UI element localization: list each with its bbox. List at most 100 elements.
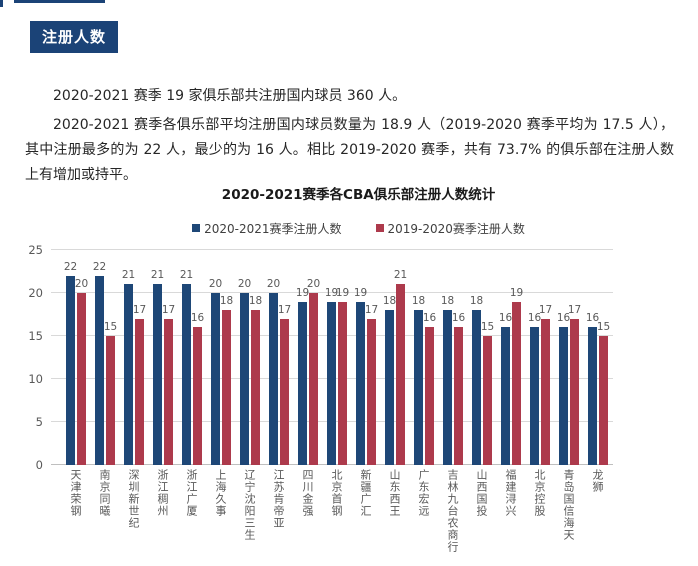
bar-value-label: 17: [567, 303, 582, 316]
x-axis-label-slot: 辽宁沈阳三生: [235, 469, 264, 553]
bar-2020-2021: [182, 284, 191, 465]
x-axis-label-slot: 江苏肯帝亚: [264, 469, 293, 553]
bar-group: 16 17: [554, 250, 583, 465]
bar-value-label: 18: [382, 295, 397, 308]
bar-value-label: 18: [219, 295, 234, 308]
paragraph-average-registered: 2020-2021 赛季各俱乐部平均注册国内球员数量为 18.9 人（2019-…: [25, 117, 674, 183]
x-axis-club-label: 山东西王: [388, 469, 401, 517]
bar-2019-2020: [280, 318, 289, 465]
bar-value-label: 21: [121, 269, 136, 282]
bar-value-label: 20: [208, 278, 223, 290]
x-axis-label-slot: 深圳新世纪: [119, 469, 148, 553]
bar-value-label: 16: [190, 312, 205, 325]
bar-2019-2020: [222, 310, 231, 465]
x-axis-label-slot: 南京同曦: [90, 469, 119, 553]
x-axis-club-label: 天津荣钢: [69, 469, 82, 517]
plot-area-wrap: 0 5 10 15 20 25 22 20 22 15 21 17 21 17 21 16 20 18 20 18 2…: [6, 244, 666, 471]
bar-value-label: 19: [335, 286, 350, 299]
bar-value-label: 17: [538, 303, 553, 316]
bar-value-label: 21: [150, 269, 165, 282]
y-axis-tick-label: 0: [35, 458, 43, 472]
bar-2019-2020: [599, 336, 608, 465]
bar-group: 18 21: [380, 250, 409, 465]
x-axis-label-slot: 天津荣钢: [61, 469, 90, 553]
bar-value-label: 18: [411, 295, 426, 308]
bar-value-label: 21: [179, 269, 194, 282]
paragraph-total-registered: 2020-2021 赛季 19 家俱乐部共注册国内球员 360 人。: [53, 88, 407, 104]
bar-value-label: 16: [451, 312, 466, 325]
bar-2019-2020: [77, 293, 86, 465]
bar-group: 20 18: [206, 250, 235, 465]
legend-label-2019-2020: 2019-2020赛季注册人数: [387, 221, 525, 236]
bar-2020-2021: [240, 293, 249, 465]
x-axis-label-slot: 龙狮: [583, 469, 612, 553]
bar-group: 16 17: [525, 250, 554, 465]
bar-value-label: 16: [585, 312, 600, 325]
bar-2019-2020: [454, 327, 463, 465]
registration-bar-chart: 2020-2021赛季各CBA俱乐部注册人数统计 2020-2021赛季注册人数…: [6, 186, 666, 553]
x-axis-club-label: 四川金强: [301, 469, 314, 517]
bar-value-label: 17: [364, 303, 379, 316]
bar-value-label: 20: [237, 278, 252, 290]
bar-groups: 22 20 22 15 21 17 21 17 21 16 20 18 20 18 20 17 19 20 19 19…: [51, 250, 612, 465]
x-axis-club-label: 浙江广厦: [185, 469, 198, 517]
bar-group: 16 19: [496, 250, 525, 465]
bar-value-label: 18: [440, 295, 455, 308]
bar-group: 22 15: [90, 250, 119, 465]
bar-value-label: 17: [161, 303, 176, 316]
x-axis-labels: 天津荣钢 南京同曦 深圳新世纪 浙江稠州 浙江广厦 上海久事 辽宁沈阳三生 江苏肯帝亚 四川金强…: [51, 469, 666, 553]
bar-group: 21 16: [177, 250, 206, 465]
bar-value-label: 19: [295, 286, 310, 299]
gridline: [51, 249, 613, 250]
plot-area: 22 20 22 15 21 17 21 17 21 16 20 18 20 18 20 17 19 20 19 19…: [51, 249, 613, 465]
legend-swatch-2020-2021: [192, 224, 201, 232]
x-axis-label-slot: 北京控股: [525, 469, 554, 553]
y-axis-tick-label: 20: [28, 286, 43, 300]
bar-group: 16 15: [583, 250, 612, 465]
bar-2019-2020: [106, 336, 115, 465]
chart-title: 2020-2021赛季各CBA俱乐部注册人数统计: [221, 187, 496, 203]
bar-2019-2020: [309, 293, 318, 465]
x-axis-club-label: 南京同曦: [98, 469, 111, 517]
bar-2020-2021: [269, 293, 278, 465]
legend-swatch-2019-2020: [375, 224, 384, 232]
x-axis-club-label: 辽宁沈阳三生: [243, 469, 256, 541]
bar-value-label: 20: [74, 278, 89, 290]
x-axis-club-label: 青岛国信海天: [562, 469, 575, 541]
bar-2019-2020: [367, 318, 376, 465]
bar-2020-2021: [385, 310, 394, 465]
x-axis-label-slot: 山西国投: [467, 469, 496, 553]
bar-value-label: 21: [393, 269, 408, 282]
bar-2020-2021: [95, 275, 104, 465]
bar-2019-2020: [570, 318, 579, 465]
x-axis-label-slot: 四川金强: [293, 469, 322, 553]
x-axis-club-label: 龙狮: [591, 469, 604, 493]
x-axis-label-slot: 吉林九台农商行: [438, 469, 467, 553]
bar-2020-2021: [443, 310, 452, 465]
bar-group: 18 15: [467, 250, 496, 465]
bar-2019-2020: [251, 310, 260, 465]
bar-value-label: 15: [596, 321, 611, 333]
chart-legend: 2020-2021赛季注册人数 2019-2020赛季注册人数: [6, 220, 666, 236]
y-axis-tick-label: 25: [28, 243, 43, 257]
bar-value-label: 15: [480, 321, 495, 333]
x-axis-club-label: 新疆广汇: [359, 469, 372, 517]
bar-value-label: 16: [556, 312, 571, 325]
bar-value-label: 16: [498, 312, 513, 325]
bar-value-label: 20: [306, 278, 321, 290]
bar-value-label: 17: [132, 303, 147, 316]
legend-item-2020-2021: 2020-2021赛季注册人数: [192, 220, 342, 237]
bar-value-label: 19: [324, 286, 339, 299]
x-axis-label-slot: 青岛国信海天: [554, 469, 583, 553]
partial-left-edge-mark: [0, 0, 3, 7]
bar-value-label: 15: [103, 321, 118, 333]
legend-label-2020-2021: 2020-2021赛季注册人数: [204, 221, 342, 236]
y-axis: 0 5 10 15 20 25: [6, 244, 51, 471]
bar-2020-2021: [588, 327, 597, 465]
x-axis-label-slot: 浙江稠州: [148, 469, 177, 553]
bar-value-label: 16: [527, 312, 542, 325]
bar-2020-2021: [66, 275, 75, 465]
bar-group: 18 16: [409, 250, 438, 465]
bar-value-label: 16: [422, 312, 437, 325]
